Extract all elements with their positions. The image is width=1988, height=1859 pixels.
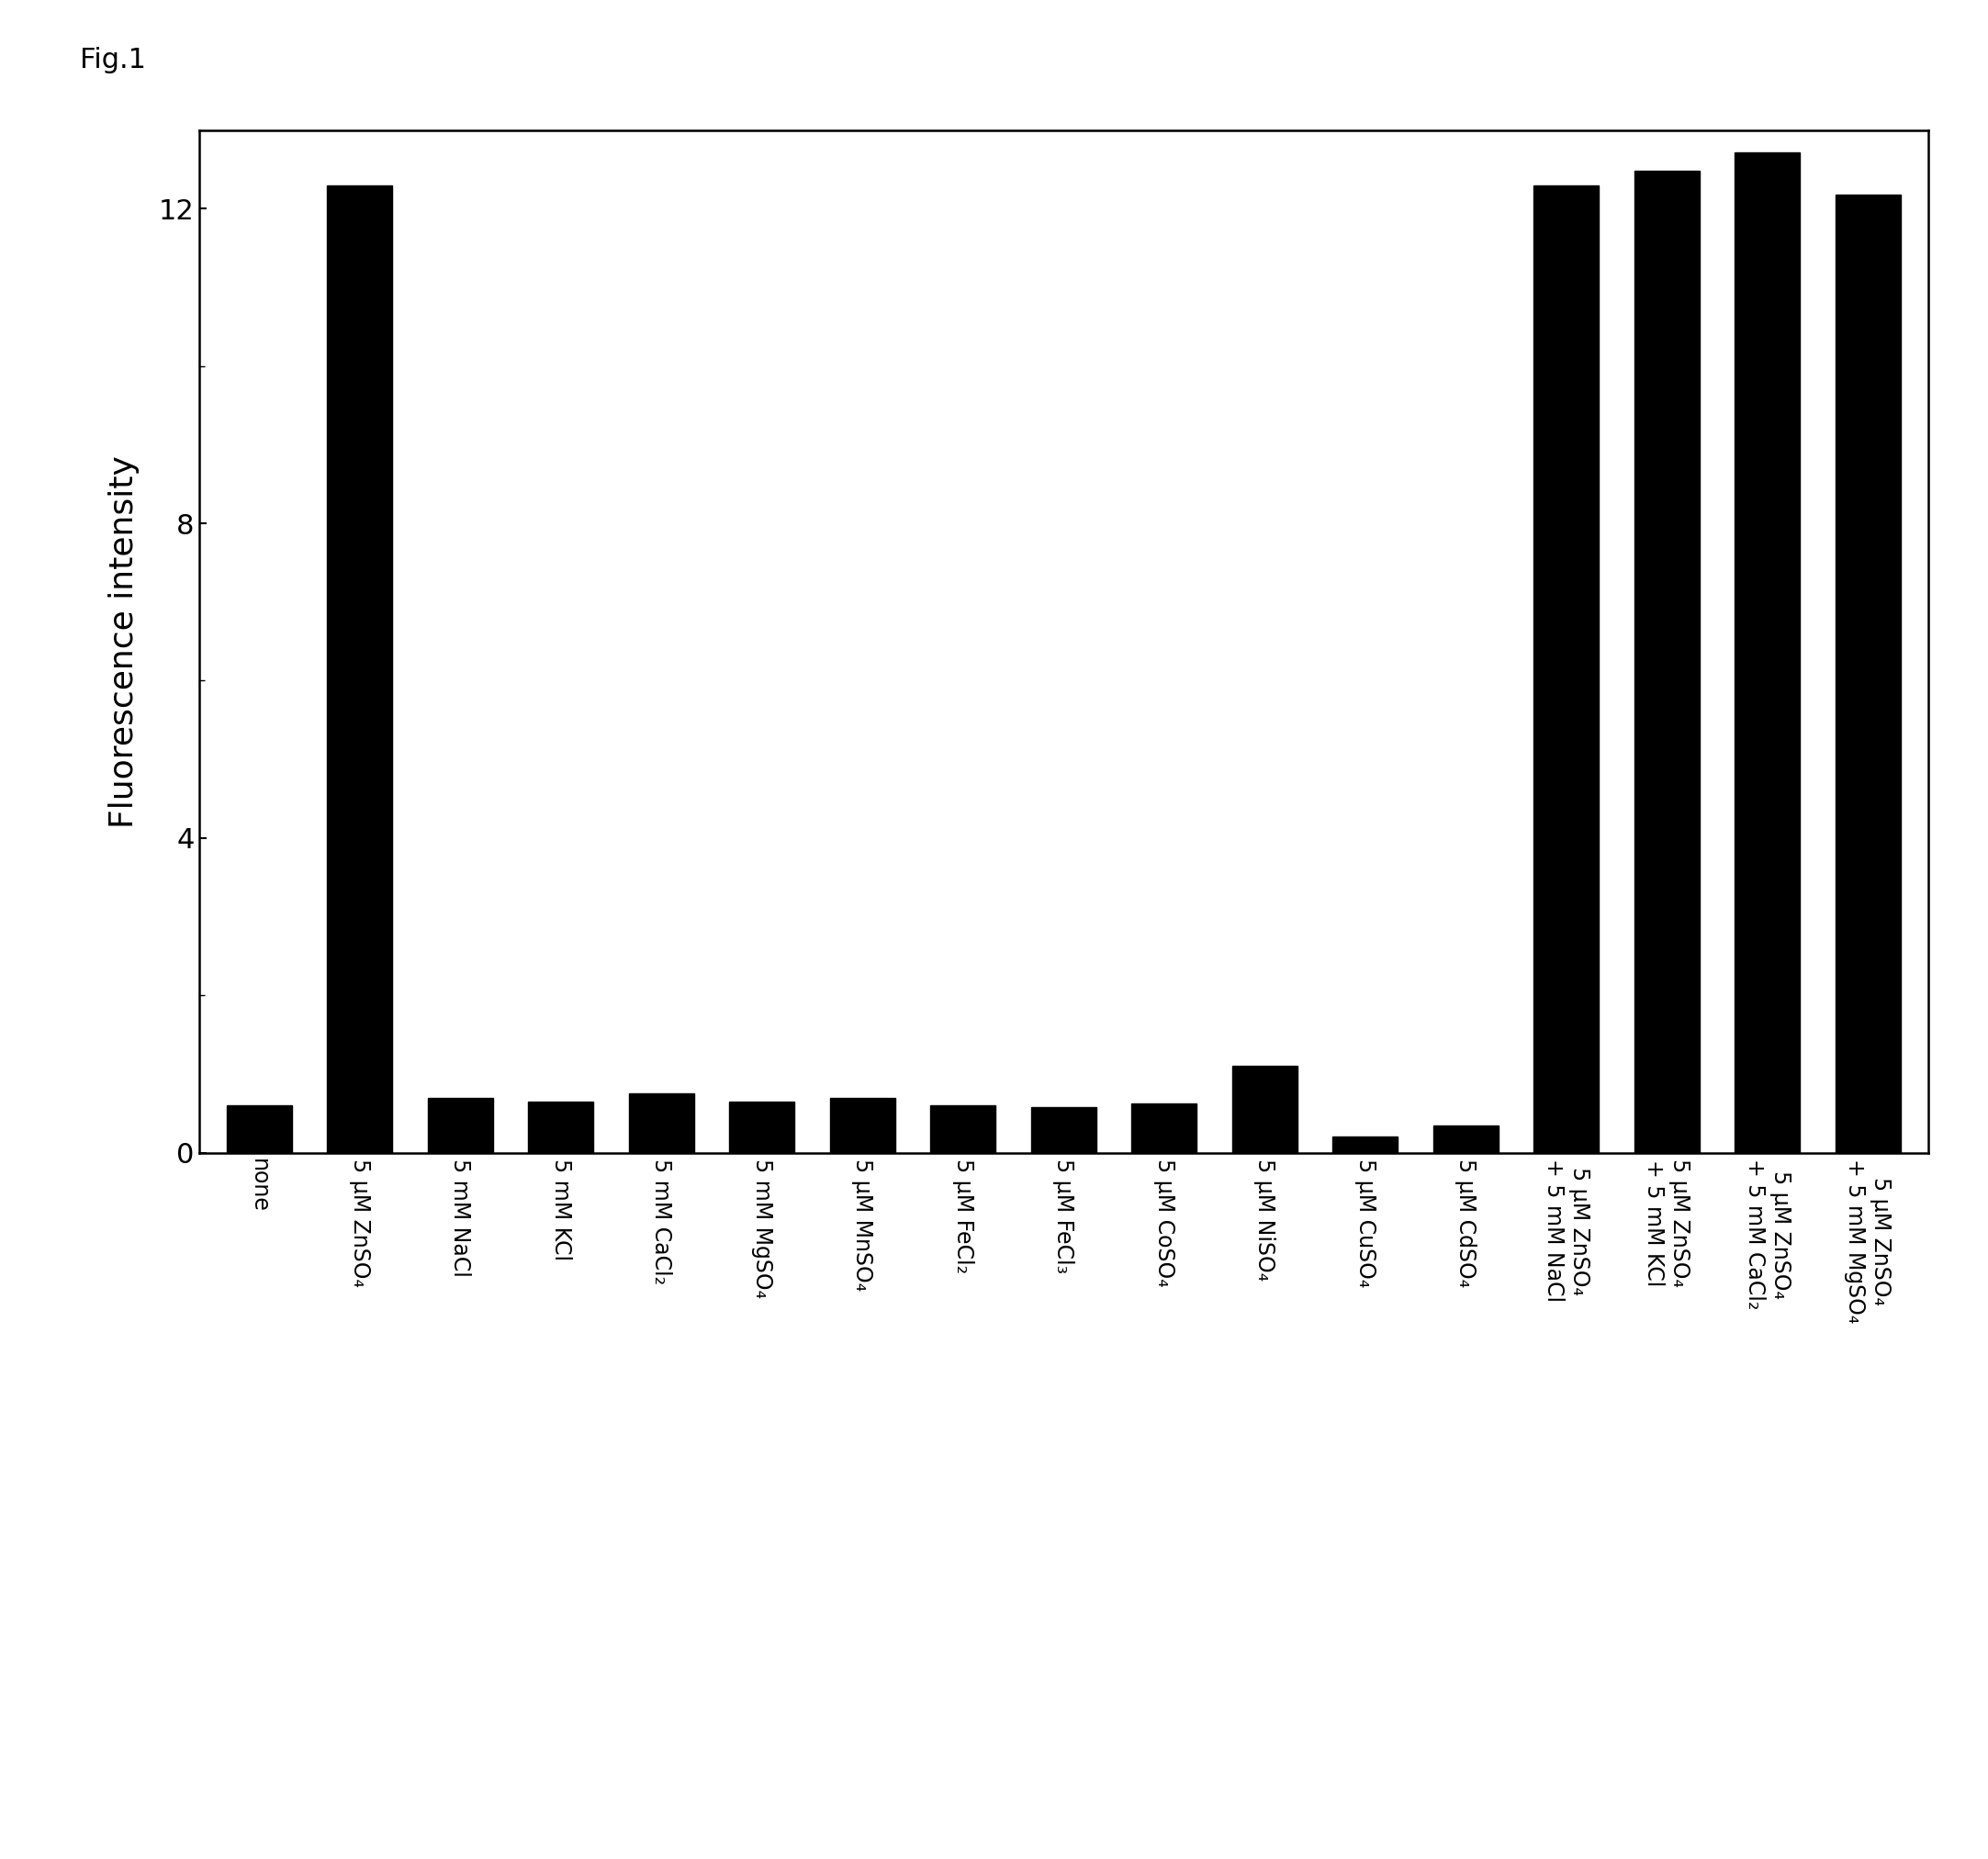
Bar [930,1106,996,1153]
Bar [227,1106,292,1153]
Bar [1634,171,1700,1153]
Bar [1835,195,1901,1153]
Bar [1433,1125,1499,1153]
Bar [829,1097,895,1153]
Bar [326,186,392,1153]
Bar [1233,1065,1298,1153]
Bar [1736,152,1801,1153]
Bar [1332,1138,1398,1153]
Bar [628,1093,694,1153]
Text: Fig.1: Fig.1 [80,46,145,73]
Bar [1533,186,1598,1153]
Y-axis label: Fluorescence intensity: Fluorescence intensity [109,455,139,827]
Bar [1131,1102,1197,1153]
Bar [529,1101,594,1153]
Bar [427,1097,493,1153]
Bar [730,1101,795,1153]
Bar [1032,1106,1095,1153]
